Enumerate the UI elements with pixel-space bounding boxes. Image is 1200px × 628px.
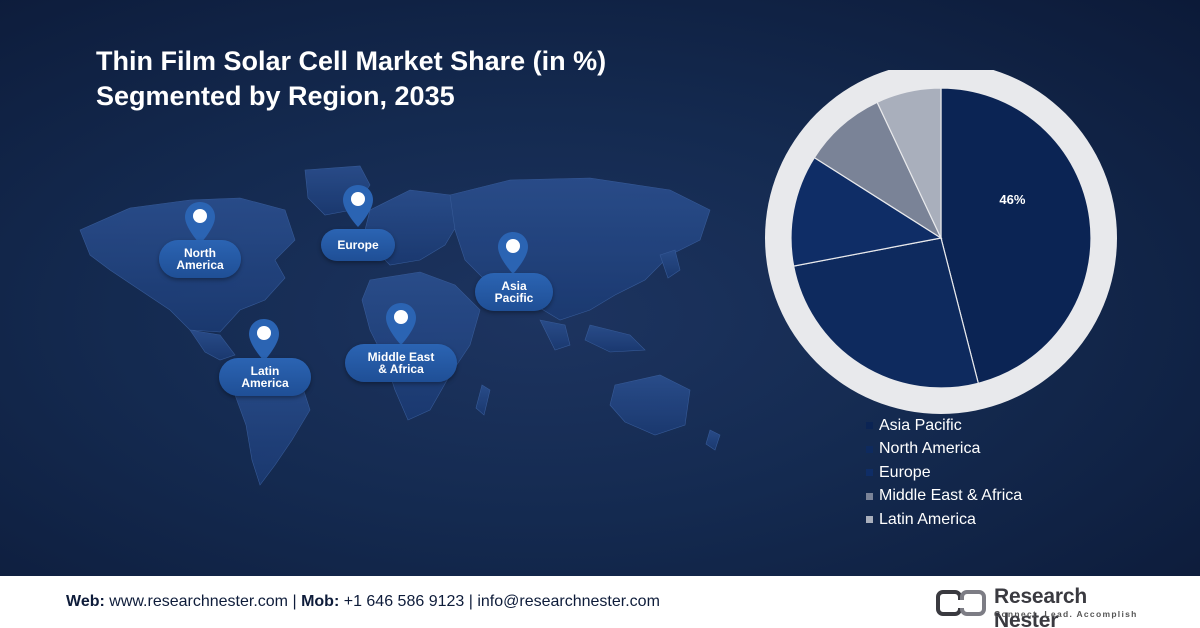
region-label-line: & Africa [378,362,424,376]
footer-bar: Web: www.researchnester.com | Mob: +1 64… [0,576,1200,628]
legend-item: Europe [866,461,1022,485]
infographic-panel: Thin Film Solar Cell Market Share (in %)… [0,0,1200,576]
mob-label: Mob: [301,593,340,610]
pie-slice-middle-east-africa [813,101,943,240]
region-label-line: North [184,246,216,260]
web-label: Web: [66,593,105,610]
pie-data-label: 46% [999,192,1025,207]
legend-label: Asia Pacific [879,416,962,434]
region-label-line: America [176,258,224,272]
region-label-line: America [241,376,289,390]
region-label-line: Europe [337,238,379,252]
pie-slice-north-america [792,237,980,389]
pie-chart: 46% [765,70,1117,414]
region-label-asia-pacific: Asia Pacific [475,273,553,311]
separator: | [292,593,297,610]
legend-swatch [866,492,873,500]
phone-number[interactable]: +1 646 586 9123 [343,593,465,610]
region-label-line: Middle East [367,350,435,364]
pie-slice-asia-pacific [940,87,1092,385]
map-pin-europe-icon [343,185,373,227]
logo-name: Research Nester [994,585,1087,628]
pie-slice-europe [790,156,943,267]
legend-swatch [866,516,873,524]
legend-item: Asia Pacific [866,414,1022,438]
chart-legend: Asia Pacific North America Europe Middle Ea… [866,414,1022,532]
separator: | [468,593,473,610]
legend-item: Latin America [866,508,1022,532]
logo-tagline: Connect. Lead. Accomplish [994,609,1138,619]
region-label-line: Latin [250,364,280,378]
research-nester-logo-icon [936,590,986,616]
legend-label: Europe [879,463,931,481]
region-label-latin-america: Latin America [219,358,311,396]
region-label-europe: Europe [321,229,395,261]
map-pin-middle-east-africa-icon [386,303,416,345]
web-link[interactable]: www.researchnester.com [109,593,288,610]
legend-item: Middle East & Africa [866,485,1022,509]
email-link[interactable]: info@researchnester.com [477,593,660,610]
legend-swatch [866,445,873,453]
chart-title: Thin Film Solar Cell Market Share (in %)… [96,44,716,114]
region-label-line: Asia [501,279,527,293]
map-pin-north-america-icon [185,202,215,244]
title-line-2: Segmented by Region, 2035 [96,81,455,111]
contact-info: Web: www.researchnester.com | Mob: +1 64… [66,593,660,611]
legend-item: North America [866,438,1022,462]
region-label-middle-east-africa: Middle East & Africa [345,344,457,382]
title-line-1: Thin Film Solar Cell Market Share (in %) [96,46,607,76]
map-pin-latin-america-icon [249,319,279,361]
region-label-line: Pacific [494,291,534,305]
legend-label: Latin America [879,510,976,528]
company-logo: Research Nester Connect. Lead. Accomplis… [936,585,1156,628]
legend-label: North America [879,440,981,458]
legend-swatch [866,469,873,477]
pie-slice-latin-america [876,87,942,239]
legend-label: Middle East & Africa [879,487,1023,505]
map-pin-asia-pacific-icon [498,232,528,274]
legend-swatch [866,422,873,430]
region-label-north-america: North America [159,240,241,278]
